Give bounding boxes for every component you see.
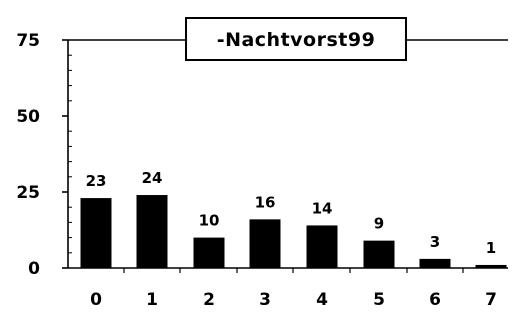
chart-data-labels: 23 24 10 16 14 9 3 1 [86,169,497,257]
chart-title-box [185,17,407,61]
x-tick-label: 0 [90,290,102,310]
bar [136,195,168,268]
bar [80,198,112,268]
x-tick-label: 2 [203,290,215,310]
y-tick-label: 75 [16,31,40,51]
chart-title: -Nachtvorst99 [217,29,376,51]
data-label: 10 [199,212,220,230]
chart-title-group: -Nachtvorst99 [185,17,407,61]
bar [475,264,507,268]
data-label: 16 [255,193,276,211]
x-tick-label: 6 [429,290,441,310]
data-label: 1 [486,239,496,257]
x-tick-label: 3 [259,290,271,310]
data-label: 23 [86,172,107,190]
x-tick-label: 7 [485,290,497,310]
x-tick-label: 1 [146,290,158,310]
bar [363,240,395,268]
bar [249,219,281,268]
bar [193,237,225,268]
y-tick-label: 25 [16,183,40,203]
chart-axes [62,39,508,273]
data-label: 24 [142,169,163,187]
x-tick-label: 4 [316,290,328,310]
chart-bars [80,195,507,268]
y-tick-label: 0 [28,259,40,279]
bar [419,258,451,268]
x-tick-label: 5 [373,290,385,310]
data-label: 9 [374,215,384,233]
data-label: 3 [430,233,440,251]
y-tick-label: 50 [16,107,40,127]
bar [306,225,338,268]
data-label: 14 [312,199,333,217]
